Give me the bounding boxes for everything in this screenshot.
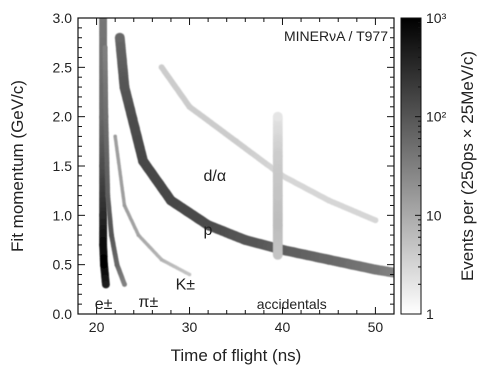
data-point xyxy=(187,272,192,277)
y-tick-label: 2.5 xyxy=(53,59,73,75)
series-d/α xyxy=(158,64,379,224)
data-point xyxy=(120,82,129,92)
colorbar-tick-label: 10³ xyxy=(426,10,447,26)
data-point xyxy=(102,280,110,288)
data-point xyxy=(115,33,125,43)
x-tick-label: 30 xyxy=(182,319,198,335)
colorbar-label: Events per (250ps × 25MeV/c) xyxy=(458,51,477,281)
y-axis-label: Fit momentum (GeV/c) xyxy=(8,80,27,252)
data-point xyxy=(273,112,283,122)
colorbar-tick-label: 10 xyxy=(426,207,442,223)
series-accidentals xyxy=(272,111,283,260)
x-tick-label: 40 xyxy=(275,319,291,335)
y-tick-label: 3.0 xyxy=(53,10,73,26)
colorbar-tick-label: 10² xyxy=(426,109,447,125)
data-point xyxy=(370,265,380,275)
y-tick-label: 2.0 xyxy=(53,109,73,125)
y-tick-label: 0.5 xyxy=(53,257,73,273)
data-point xyxy=(158,64,165,71)
experiment-label: MINERνA / T977 xyxy=(284,28,388,44)
data-point xyxy=(273,250,283,260)
series-K± xyxy=(113,134,192,277)
annotation-label: accidentals xyxy=(257,296,327,312)
data-point xyxy=(326,197,332,204)
data-point xyxy=(138,156,148,166)
data-point xyxy=(203,220,213,230)
y-tick-label: 0.0 xyxy=(53,306,73,322)
data-point xyxy=(105,193,110,198)
x-tick-label: 20 xyxy=(89,319,105,335)
annotation-label: p xyxy=(203,222,212,239)
density-layer xyxy=(99,18,394,289)
data-point xyxy=(99,211,107,219)
data-point xyxy=(136,233,141,237)
annotation-label: e± xyxy=(95,296,113,313)
data-point xyxy=(113,134,117,139)
series-p xyxy=(114,32,394,278)
colorbar-tick-label: 1 xyxy=(426,306,434,322)
data-point xyxy=(99,241,107,249)
series-π± xyxy=(102,45,127,287)
y-tick-label: 1.0 xyxy=(53,207,73,223)
data-point xyxy=(109,232,114,238)
data-point xyxy=(122,203,127,208)
data-point xyxy=(159,258,164,262)
annotation-label: d/α xyxy=(203,168,226,185)
data-point xyxy=(102,45,108,50)
data-point xyxy=(273,151,283,161)
data-point xyxy=(114,262,120,267)
data-point xyxy=(372,217,379,223)
data-point xyxy=(122,282,127,287)
data-point xyxy=(99,18,107,22)
data-point xyxy=(233,138,239,144)
colorbar-ticks: 1 10 10² 10³ xyxy=(415,10,447,322)
y-tick-label: 1.5 xyxy=(53,158,73,174)
annotation-label: K± xyxy=(176,276,196,293)
annotation-label: π± xyxy=(138,294,158,311)
x-tick-label: 50 xyxy=(368,319,384,335)
data-point xyxy=(273,191,283,201)
x-axis-ticks: 20 30 40 50 xyxy=(77,18,395,335)
y-axis-ticks: 0.0 0.5 1.0 1.5 2.0 2.5 3.0 xyxy=(53,10,394,322)
data-point xyxy=(186,104,193,110)
data-point xyxy=(273,220,283,230)
colorbar xyxy=(400,17,422,315)
data-point xyxy=(100,261,108,269)
data-point xyxy=(166,196,176,205)
data-point xyxy=(240,235,250,245)
x-axis-label: Time of flight (ns) xyxy=(171,346,302,365)
data-point xyxy=(103,114,109,119)
data-point xyxy=(324,255,334,265)
particle-annotations: e± π± K± p d/α accidentals xyxy=(95,168,327,313)
